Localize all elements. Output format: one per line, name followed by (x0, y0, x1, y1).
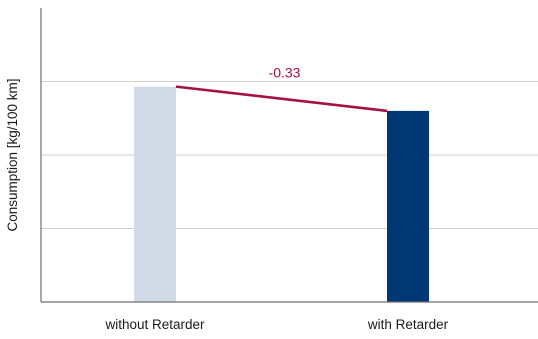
y-axis-title: Consumption [kg/100 km] (5, 78, 20, 231)
difference-label: -0.33 (269, 65, 301, 81)
bars (134, 86, 429, 303)
bar-without-retarder (134, 86, 176, 303)
bar-with-retarder (387, 110, 429, 303)
x-tick-label: without Retarder (104, 317, 205, 332)
difference-annotation: -0.33 (175, 65, 388, 113)
x-tick-label: with Retarder (367, 317, 449, 332)
gridlines (41, 81, 538, 229)
difference-line (175, 85, 388, 113)
x-tick-labels: without Retarder with Retarder (104, 317, 448, 332)
